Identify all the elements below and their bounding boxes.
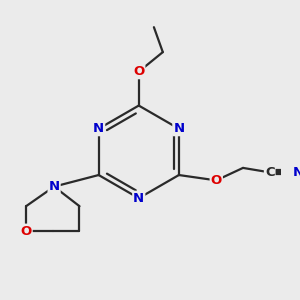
Text: N: N [293,166,300,179]
Text: N: N [49,180,60,193]
Text: N: N [173,122,184,135]
Text: O: O [133,65,144,78]
Text: N: N [133,192,144,205]
Text: O: O [20,225,32,238]
Text: C: C [265,166,274,179]
Text: N: N [93,122,104,135]
Text: O: O [211,174,222,187]
